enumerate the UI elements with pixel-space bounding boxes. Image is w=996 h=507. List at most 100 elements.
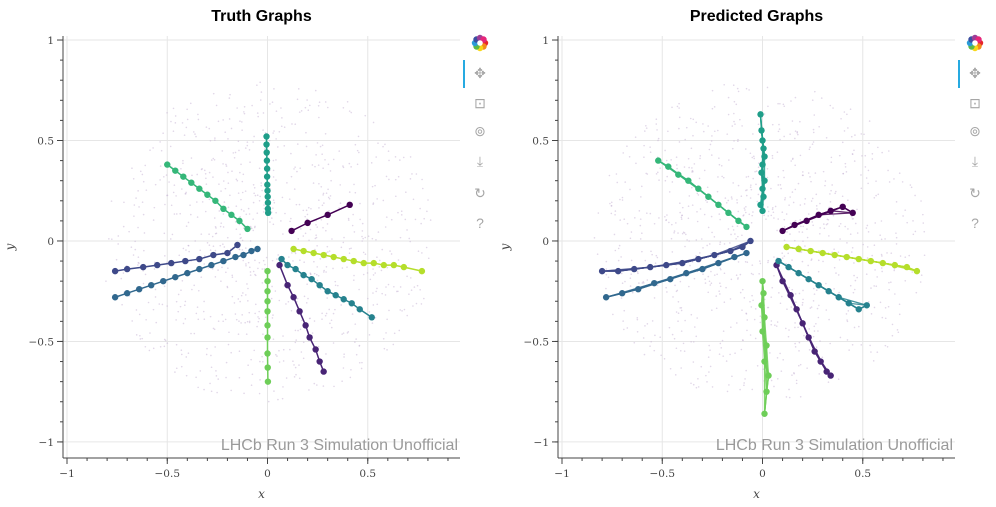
hit-point[interactable] bbox=[111, 294, 119, 301]
track-blue-left-lower[interactable] bbox=[111, 245, 261, 301]
pred-purple-upper-right[interactable] bbox=[779, 203, 856, 235]
hit-point[interactable] bbox=[695, 255, 702, 263]
hit-point[interactable] bbox=[779, 277, 786, 285]
hit-point[interactable] bbox=[208, 261, 215, 269]
hit-point[interactable] bbox=[296, 308, 303, 315]
hit-point[interactable] bbox=[356, 306, 363, 313]
hit-point[interactable] bbox=[760, 193, 767, 200]
hit-point[interactable] bbox=[614, 267, 622, 275]
hit-point[interactable] bbox=[263, 157, 271, 164]
hit-point[interactable] bbox=[779, 227, 786, 235]
hit-point[interactable] bbox=[761, 358, 768, 365]
hit-point[interactable] bbox=[879, 259, 887, 267]
hit-point[interactable] bbox=[683, 269, 690, 277]
hit-point[interactable] bbox=[665, 163, 672, 170]
hit-point[interactable] bbox=[602, 294, 610, 301]
hit-point[interactable] bbox=[913, 267, 921, 275]
pred-indigo-left[interactable] bbox=[598, 237, 754, 275]
hit-point[interactable] bbox=[264, 364, 271, 371]
hit-point[interactable] bbox=[761, 177, 768, 184]
hit-point[interactable] bbox=[248, 247, 255, 255]
hit-point[interactable] bbox=[747, 237, 754, 245]
hit-point[interactable] bbox=[711, 251, 718, 259]
hit-point[interactable] bbox=[715, 201, 722, 208]
hit-point[interactable] bbox=[863, 302, 870, 309]
hit-point[interactable] bbox=[263, 133, 270, 140]
pred-teal-blue-lower-right[interactable] bbox=[775, 257, 870, 313]
pred-lime-green-down[interactable] bbox=[758, 277, 772, 417]
hit-point[interactable] bbox=[188, 179, 195, 186]
hit-point[interactable] bbox=[759, 328, 766, 335]
hit-point[interactable] bbox=[316, 281, 323, 289]
hit-point[interactable] bbox=[220, 205, 227, 213]
hit-point[interactable] bbox=[300, 271, 307, 279]
pred-blue-left-lower[interactable] bbox=[602, 249, 750, 301]
hit-point[interactable] bbox=[743, 223, 750, 231]
hit-point[interactable] bbox=[775, 257, 782, 265]
hit-point[interactable] bbox=[793, 306, 800, 313]
hit-point[interactable] bbox=[845, 300, 852, 307]
track-teal-up[interactable] bbox=[263, 133, 272, 217]
hit-point[interactable] bbox=[758, 302, 765, 309]
hit-point[interactable] bbox=[843, 253, 850, 261]
hit-point[interactable] bbox=[811, 348, 818, 355]
hit-point[interactable] bbox=[805, 334, 812, 341]
hit-point[interactable] bbox=[685, 177, 692, 184]
bokeh-logo-icon[interactable] bbox=[963, 32, 987, 54]
hit-point[interactable] bbox=[380, 261, 388, 269]
hit-point[interactable] bbox=[324, 288, 331, 295]
hit-point[interactable] bbox=[618, 290, 626, 297]
wheel-zoom-icon[interactable]: ⊚ bbox=[474, 122, 486, 139]
hit-point[interactable] bbox=[783, 243, 790, 251]
hit-point[interactable] bbox=[276, 261, 283, 269]
hit-point[interactable] bbox=[224, 249, 231, 257]
hit-point[interactable] bbox=[184, 269, 191, 277]
track-teal-blue-lower-right[interactable] bbox=[278, 255, 375, 321]
hit-point[interactable] bbox=[264, 322, 271, 329]
hit-point[interactable] bbox=[140, 263, 147, 271]
hit-point[interactable] bbox=[787, 292, 794, 299]
hit-point[interactable] bbox=[212, 197, 219, 204]
hit-point[interactable] bbox=[111, 267, 119, 275]
hit-point[interactable] bbox=[791, 221, 798, 229]
hit-point[interactable] bbox=[204, 191, 211, 198]
hit-point[interactable] bbox=[759, 185, 766, 192]
hit-point[interactable] bbox=[760, 145, 767, 152]
hit-point[interactable] bbox=[236, 217, 243, 225]
hit-point[interactable] bbox=[705, 193, 712, 200]
hit-point[interactable] bbox=[651, 279, 658, 287]
reset-icon[interactable]: ↻ bbox=[969, 184, 981, 201]
hit-point[interactable] bbox=[123, 265, 131, 273]
hit-point[interactable] bbox=[663, 261, 670, 269]
hit-point[interactable] bbox=[264, 308, 271, 315]
hit-point[interactable] bbox=[761, 153, 768, 160]
hit-point[interactable] bbox=[148, 281, 155, 289]
hit-point[interactable] bbox=[799, 320, 806, 327]
hit-point[interactable] bbox=[819, 249, 826, 257]
hit-point[interactable] bbox=[891, 261, 899, 269]
hit-point[interactable] bbox=[168, 259, 175, 267]
hit-point[interactable] bbox=[164, 161, 171, 168]
hit-point[interactable] bbox=[727, 247, 734, 255]
hit-point[interactable] bbox=[795, 269, 802, 277]
help-icon[interactable]: ? bbox=[971, 215, 979, 231]
hit-point[interactable] bbox=[867, 257, 874, 265]
hit-point[interactable] bbox=[817, 358, 824, 365]
hit-point[interactable] bbox=[655, 157, 662, 164]
hit-point[interactable] bbox=[805, 275, 812, 283]
track-purple-upper-right[interactable] bbox=[288, 201, 353, 235]
hit-point[interactable] bbox=[180, 173, 187, 180]
hit-point[interactable] bbox=[284, 281, 291, 289]
hit-point[interactable] bbox=[735, 217, 742, 225]
hit-point[interactable] bbox=[232, 253, 239, 261]
hit-point[interactable] bbox=[172, 273, 179, 281]
hit-point[interactable] bbox=[154, 261, 161, 269]
hit-point[interactable] bbox=[849, 209, 856, 217]
hit-point[interactable] bbox=[264, 350, 271, 357]
hit-point[interactable] bbox=[695, 185, 702, 192]
hit-point[interactable] bbox=[763, 388, 770, 395]
hit-point[interactable] bbox=[340, 255, 347, 263]
hit-point[interactable] bbox=[759, 277, 766, 285]
hit-point[interactable] bbox=[264, 209, 272, 217]
hit-point[interactable] bbox=[264, 288, 271, 295]
